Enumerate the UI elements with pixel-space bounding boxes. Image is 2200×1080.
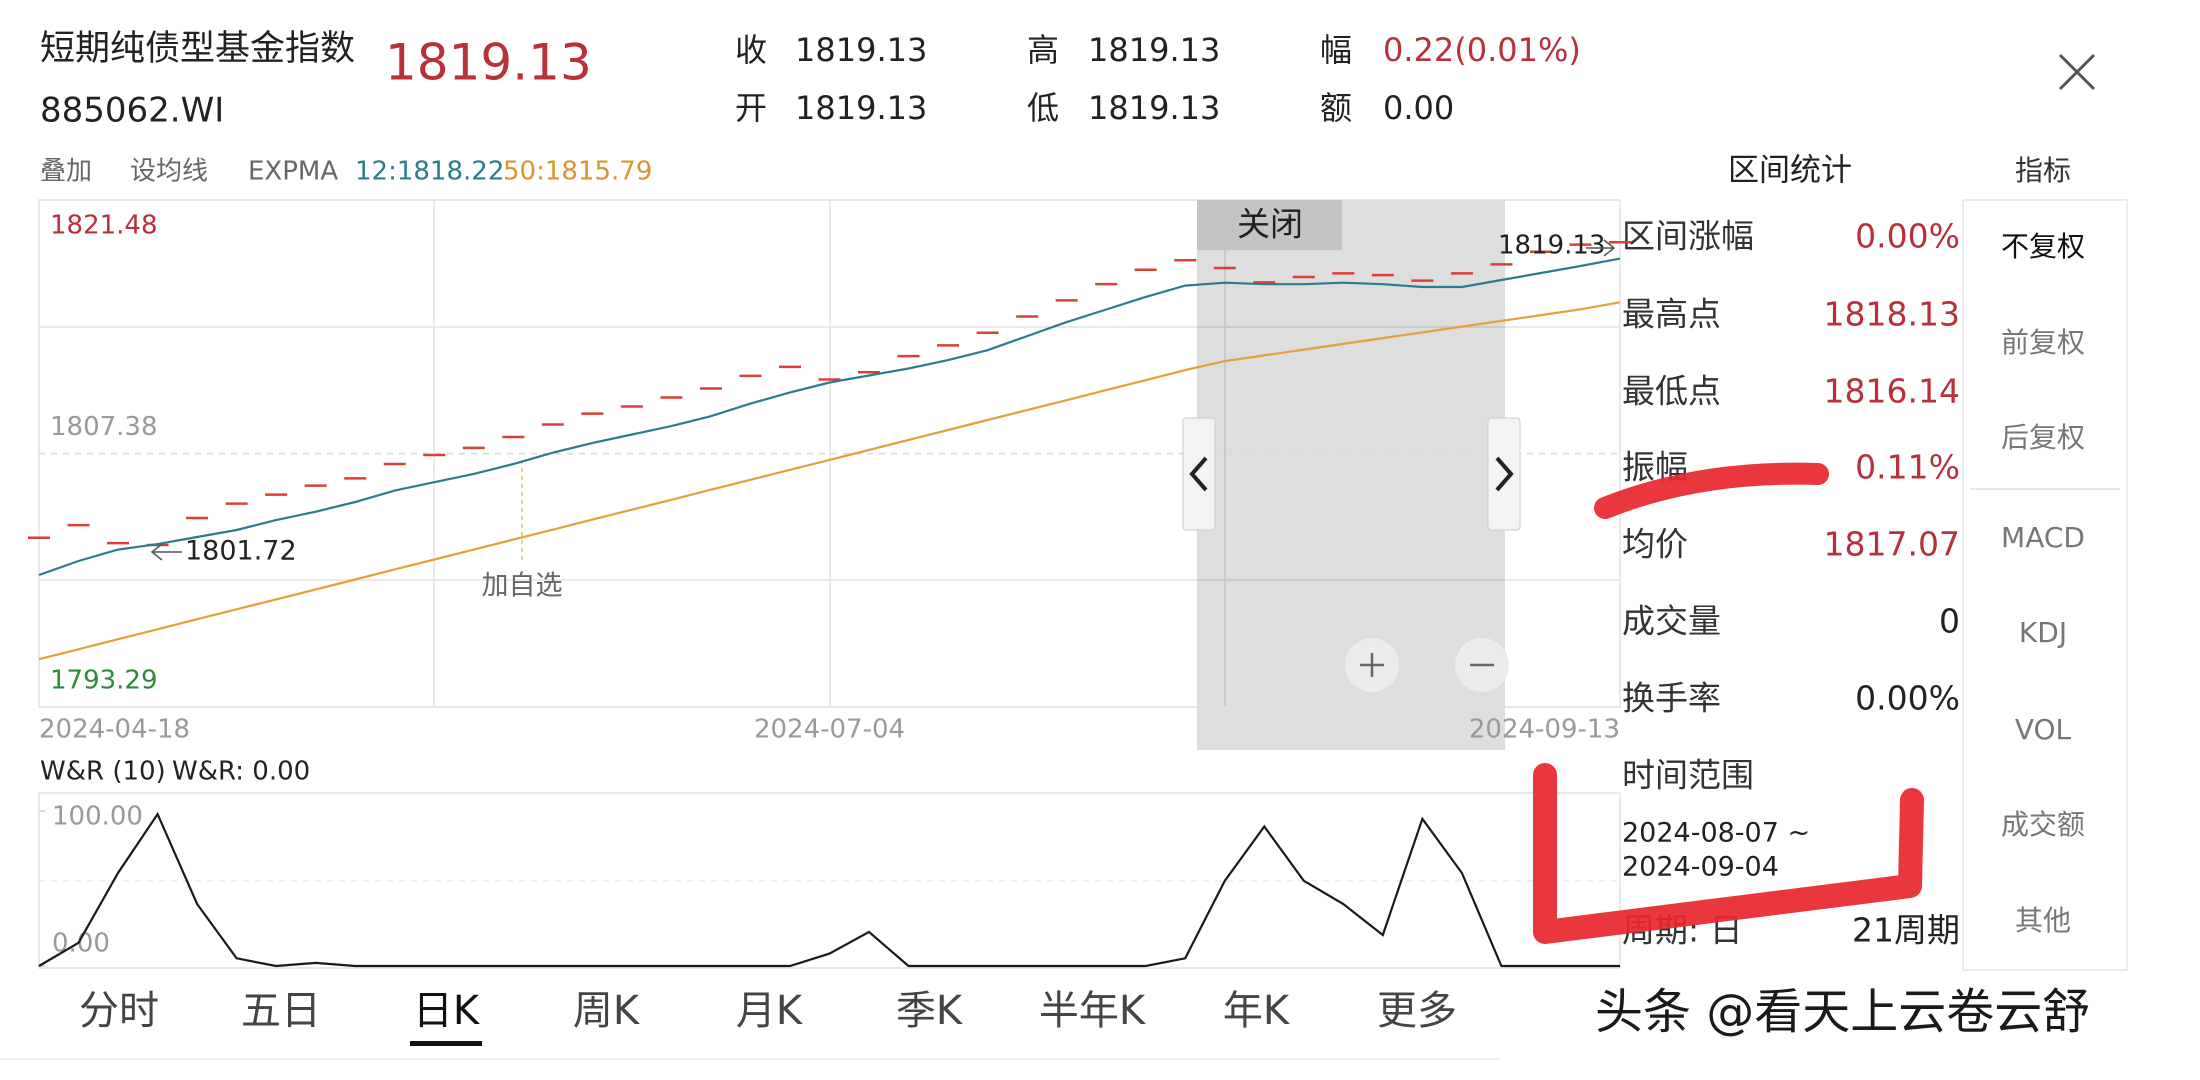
menu-item[interactable]: 不复权 — [2001, 230, 2085, 263]
tab[interactable]: 周K — [573, 988, 641, 1034]
index-price: 1819.13 — [385, 34, 592, 92]
menu-item[interactable]: MACD — [2001, 521, 2085, 554]
stat-value: 0.00% — [1855, 679, 1960, 718]
stat-label: 区间涨幅 — [1622, 217, 1754, 256]
stat-value: 1816.14 — [1824, 372, 1960, 411]
range-end: 2024-09-04 — [1622, 852, 1779, 883]
selection-handle[interactable] — [1182, 417, 1216, 531]
close-icon-stroke — [2058, 53, 2096, 91]
stat-value: 0.11% — [1855, 448, 1960, 487]
menu-item[interactable]: 其他 — [2015, 904, 2071, 937]
quote-value: 1819.13 — [1088, 31, 1220, 69]
stats-header-bg — [1622, 145, 1960, 199]
quote-label: 高 — [1027, 31, 1059, 69]
series-line — [38, 811, 1620, 968]
series-line — [38, 301, 1621, 661]
quote-value: 0.00 — [1383, 89, 1454, 127]
quote-value: 1819.13 — [795, 31, 927, 69]
tab[interactable]: 五日 — [241, 988, 321, 1034]
close-selection-button[interactable]: 关闭 — [1237, 205, 1303, 244]
y-tick-label: 1821.48 — [50, 211, 158, 241]
low-arrow-head — [150, 543, 163, 561]
quote-value: 0.22(0.01%) — [1383, 31, 1581, 69]
scribble — [1594, 462, 1829, 519]
watchlist-label: 加自选 — [482, 571, 563, 602]
handle-arrow — [1189, 456, 1208, 492]
menu-item[interactable]: 成交额 — [2001, 808, 2085, 841]
tab[interactable]: 半年K — [1039, 988, 1147, 1034]
tab[interactable]: 更多 — [1377, 988, 1457, 1034]
tab-underline — [410, 1041, 482, 1046]
tab[interactable]: 年K — [1223, 988, 1291, 1034]
stats-title: 区间统计 — [1728, 153, 1852, 189]
selection-handle[interactable] — [1487, 417, 1521, 531]
tab[interactable]: 月K — [736, 988, 804, 1034]
wr-title: W&R (10) — [40, 757, 166, 787]
period-value: 21周期 — [1852, 911, 1960, 950]
quote-label: 幅 — [1320, 31, 1352, 69]
stat-label: 换手率 — [1622, 679, 1721, 718]
stat-label: 均价 — [1622, 525, 1688, 564]
watermark: 头条 @看天上云卷云舒 — [1595, 984, 2090, 1040]
stat-label: 最低点 — [1622, 372, 1721, 411]
range-label: 时间范围 — [1622, 756, 1754, 795]
stat-value: 0 — [1939, 602, 1960, 641]
stat-value: 0.00% — [1855, 217, 1960, 256]
scribble — [1533, 763, 1924, 944]
quote-value: 1819.13 — [795, 89, 927, 127]
wr-value: W&R: 0.00 — [172, 757, 310, 787]
low-label: 1801.72 — [185, 536, 297, 567]
menu-item[interactable]: 后复权 — [2001, 421, 2085, 454]
x-tick-label: 2024-07-04 — [754, 715, 905, 745]
series-line — [38, 257, 1621, 577]
indicator-name: EXPMA — [248, 157, 338, 187]
ema-short: 12:1818.22 — [355, 157, 504, 187]
stat-label: 最高点 — [1622, 295, 1721, 334]
quote-label: 收 — [735, 31, 767, 69]
ema-long: 50:1815.79 — [503, 157, 652, 187]
x-tick-label: 2024-04-18 — [39, 715, 190, 745]
wr-frame — [38, 792, 1621, 969]
quote-label: 低 — [1027, 89, 1059, 127]
x-tick-label: 2024-09-13 — [1469, 715, 1620, 745]
quote-label: 额 — [1320, 89, 1352, 127]
y-tick-label: 100.00 — [52, 802, 143, 832]
close-selection-bg — [1197, 200, 1342, 250]
tab[interactable]: 季K — [896, 988, 964, 1034]
tab-active[interactable]: 日K — [413, 988, 481, 1034]
stats-panel: 区间统计 区间涨幅 0.00% 最高点 1818.13 最低点 1816.14 … — [1622, 145, 1960, 950]
stat-label: 成交量 — [1622, 602, 1721, 641]
range-start: 2024-08-07 ~ — [1622, 818, 1810, 849]
handle-arrow — [1495, 456, 1514, 492]
quote-label: 开 — [735, 89, 767, 127]
menu-item[interactable]: KDJ — [2019, 616, 2067, 649]
index-title: 短期纯债型基金指数 — [40, 29, 355, 69]
close-icon[interactable] — [2058, 53, 2096, 91]
ma-setting-button[interactable]: 设均线 — [130, 157, 208, 187]
selection-controls: 关闭 — [1182, 200, 1521, 692]
index-code: 885062.WI — [40, 91, 224, 131]
y-tick-label: 1807.38 — [50, 412, 158, 442]
overlay-button[interactable]: 叠加 — [40, 157, 92, 187]
menu-item[interactable]: VOL — [2015, 713, 2072, 746]
y-tick-label: 1793.29 — [50, 666, 158, 696]
stat-value: 1818.13 — [1824, 295, 1960, 334]
menu-item[interactable]: 前复权 — [2001, 326, 2085, 359]
stat-value: 1817.07 — [1824, 525, 1960, 564]
high-label: 1819.13 — [1498, 231, 1606, 261]
high-arrow-head — [1603, 239, 1616, 257]
menu-box — [1962, 199, 2128, 971]
quote-grid: 收 1819.13 开 1819.13 高 1819.13 低 1819.13 … — [735, 31, 1581, 127]
quote-value: 1819.13 — [1088, 89, 1220, 127]
tab[interactable]: 分时 — [79, 988, 159, 1034]
menu-title: 指标 — [2015, 154, 2071, 187]
